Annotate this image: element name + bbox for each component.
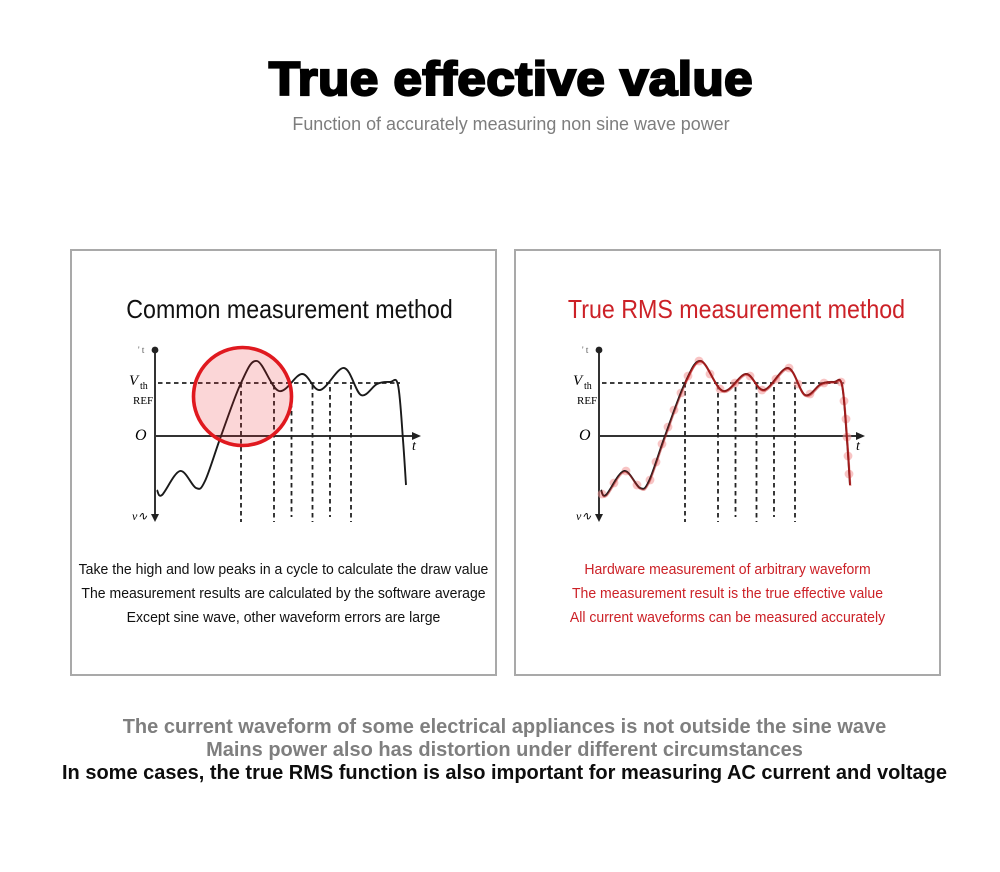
svg-text:V: V (573, 373, 584, 389)
svg-text:O: O (579, 427, 591, 444)
svg-text:v∿: v∿ (132, 509, 147, 523)
svg-text:REF: REF (577, 395, 597, 407)
svg-text:O: O (135, 427, 147, 444)
svg-text:V: V (129, 373, 140, 389)
svg-text:REF: REF (133, 395, 153, 407)
svg-text:' t: ' t (582, 345, 589, 355)
svg-text:' t: ' t (138, 345, 145, 355)
svg-text:th: th (584, 381, 592, 392)
svg-text:t: t (856, 439, 861, 454)
svg-text:v∿: v∿ (576, 509, 591, 523)
svg-text:th: th (140, 381, 148, 392)
svg-text:t: t (412, 439, 417, 454)
